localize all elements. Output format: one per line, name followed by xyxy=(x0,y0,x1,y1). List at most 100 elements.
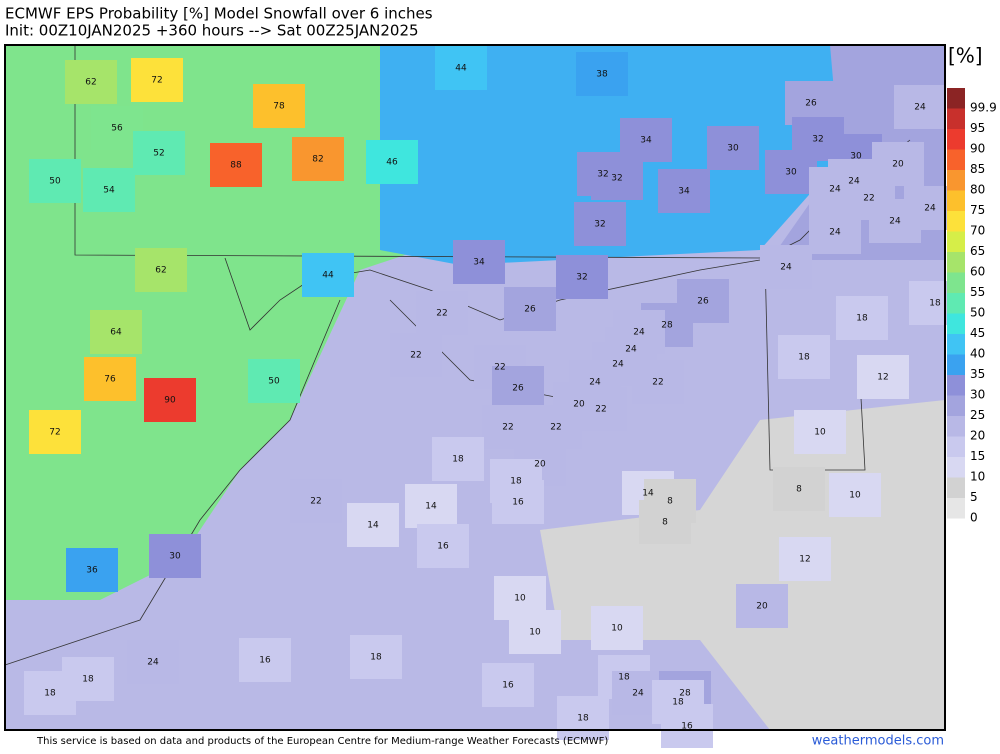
colorbar-label: 95 xyxy=(970,121,985,135)
grid-cell xyxy=(239,638,291,682)
credit: This service is based on data and produc… xyxy=(36,736,608,747)
map-value: 14 xyxy=(425,502,437,512)
map-value: 18 xyxy=(44,689,56,699)
map-frame xyxy=(4,44,946,731)
colorbar-box xyxy=(947,231,965,252)
map-value: 16 xyxy=(502,681,514,691)
map-value: 18 xyxy=(82,675,94,685)
map-value: 64 xyxy=(110,328,122,338)
map-value: 24 xyxy=(829,185,841,195)
colorbar: 99.9959085807570656055504540353025201510… xyxy=(947,88,997,525)
map-value: 24 xyxy=(829,228,841,238)
colorbar-box xyxy=(947,129,965,150)
grid-cell xyxy=(253,84,305,128)
colorbar-label: 85 xyxy=(970,162,985,176)
map-value: 88 xyxy=(230,161,242,171)
unit: [%] xyxy=(948,44,983,68)
colorbar-label: 20 xyxy=(970,429,985,443)
map-value: 26 xyxy=(805,99,817,109)
map-value: 24 xyxy=(632,689,644,699)
map-value: 30 xyxy=(785,168,797,178)
grid-cell xyxy=(24,671,76,715)
map-value: 22 xyxy=(550,423,561,433)
map-value: 56 xyxy=(111,124,123,134)
map-value: 20 xyxy=(573,400,585,410)
map-value: 16 xyxy=(681,722,693,732)
grid-cell xyxy=(435,46,487,90)
grid-cell xyxy=(292,137,344,181)
map-value: 8 xyxy=(796,485,802,495)
colorbar-box xyxy=(947,149,965,170)
grid-cell xyxy=(639,500,691,544)
map-value: 44 xyxy=(322,271,334,281)
map-value: 10 xyxy=(611,624,623,634)
map-value: 20 xyxy=(756,602,768,612)
map-value: 14 xyxy=(642,489,654,499)
grid-cell xyxy=(90,310,142,354)
grid-cell xyxy=(66,548,118,592)
grid-cell xyxy=(390,333,442,377)
colorbar-label: 80 xyxy=(970,183,985,197)
colorbar-label: 35 xyxy=(970,367,985,381)
colorbar-label: 55 xyxy=(970,285,985,299)
map-value: 30 xyxy=(169,552,181,562)
map-value: 18 xyxy=(929,299,941,309)
map-value: 18 xyxy=(452,455,464,465)
grid-cell xyxy=(557,696,609,740)
colorbar-label: 10 xyxy=(970,470,985,484)
grid-cell xyxy=(632,360,684,404)
map-value: 32 xyxy=(597,170,608,180)
map-value: 10 xyxy=(849,491,861,501)
colorbar-label: 70 xyxy=(970,224,985,238)
map-value: 34 xyxy=(473,258,485,268)
grid-cell xyxy=(829,473,881,517)
map-value: 78 xyxy=(273,102,285,112)
grid-cell xyxy=(492,366,544,410)
grid-cell xyxy=(504,287,556,331)
grid-cell xyxy=(707,126,759,170)
colorbar-box xyxy=(947,375,965,396)
grid-cell xyxy=(591,606,643,650)
map-value: 46 xyxy=(386,158,398,168)
brand[interactable]: weathermodels.com xyxy=(812,734,944,749)
colorbar-label: 40 xyxy=(970,347,985,361)
colorbar-box xyxy=(947,272,965,293)
grid-cell xyxy=(405,484,457,528)
map-value: 22 xyxy=(410,351,421,361)
map-value: 32 xyxy=(594,220,605,230)
grid-cell xyxy=(248,359,300,403)
grid-cell xyxy=(432,437,484,481)
grid-cell xyxy=(760,245,812,289)
grid-cell xyxy=(773,467,825,511)
colorbar-box xyxy=(947,477,965,498)
grid-cell xyxy=(83,168,135,212)
state-border xyxy=(224,139,911,331)
map-value: 24 xyxy=(780,263,792,273)
map-value: 36 xyxy=(86,566,98,576)
map-value: 18 xyxy=(618,673,630,683)
grid-cell xyxy=(127,640,179,684)
colorbar-label: 75 xyxy=(970,203,985,217)
map-value: 10 xyxy=(529,628,541,638)
map-value: 24 xyxy=(589,378,601,388)
grid-cell xyxy=(144,378,196,422)
map-value: 28 xyxy=(661,321,673,331)
map-value: 28 xyxy=(679,689,691,699)
grid-cell xyxy=(84,357,136,401)
colorbar-box xyxy=(947,498,965,519)
grid-cell xyxy=(575,387,627,431)
map-value: 10 xyxy=(514,594,526,604)
colorbar-box xyxy=(947,416,965,437)
grid-cell xyxy=(778,335,830,379)
colorbar-label: 30 xyxy=(970,388,985,402)
grid-cell xyxy=(530,405,582,449)
subtitle: Init: 00Z10JAN2025 +360 hours --> Sat 00… xyxy=(5,22,419,40)
map-value: 24 xyxy=(147,658,159,668)
grid-cell xyxy=(658,169,710,213)
map-value: 22 xyxy=(494,363,505,373)
map-value: 50 xyxy=(49,177,61,187)
colorbar-box xyxy=(947,395,965,416)
map-value: 26 xyxy=(697,297,709,307)
grid-cell xyxy=(894,85,946,129)
